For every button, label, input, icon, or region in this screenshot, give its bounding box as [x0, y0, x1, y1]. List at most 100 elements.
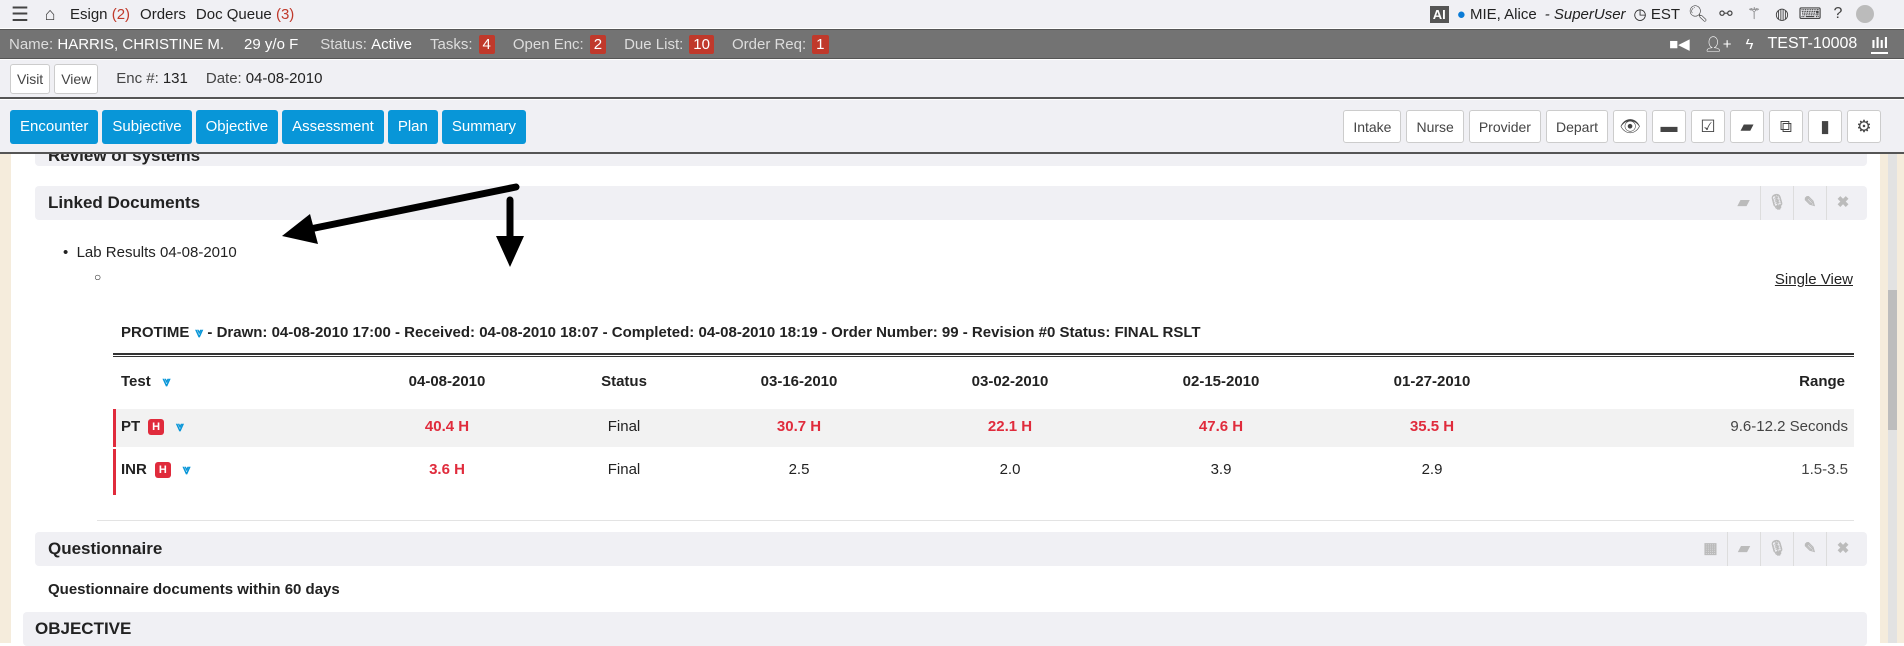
tab-encounter[interactable]: Encounter: [10, 110, 99, 144]
close-icon[interactable]: ✖: [1826, 186, 1859, 220]
objective-header[interactable]: OBJECTIVE: [23, 612, 1867, 646]
patient-status: Active: [371, 35, 412, 53]
user-menu[interactable]: ● MIE, Alice: [1457, 6, 1537, 23]
questionnaire-header[interactable]: Questionnaire ▦ ▰ 🎙︎ ✎ ✖: [35, 532, 1867, 566]
doc-queue-link[interactable]: Doc Queue (3): [196, 6, 294, 23]
scrollbar-thumb[interactable]: [1888, 290, 1897, 430]
header-date-3: 03-02-2010: [971, 373, 1049, 390]
chevron-double-down-icon[interactable]: ⩔: [176, 418, 185, 434]
chevron-double-down-icon[interactable]: ⩔: [182, 461, 191, 477]
value-date-4: 3.9: [1210, 461, 1232, 478]
microphone-icon[interactable]: 🎙︎: [1760, 532, 1793, 566]
order-req-badge[interactable]: 1: [812, 34, 829, 54]
header-status: Status: [601, 373, 647, 390]
doc-queue-label: Doc Queue: [195, 5, 272, 23]
annotation-arrow-left: [282, 183, 520, 244]
add-user-icon[interactable]: 👤︎+: [1703, 36, 1732, 53]
book-icon[interactable]: ▰: [1737, 194, 1750, 211]
chart-icon[interactable]: ılıl: [1871, 34, 1888, 54]
archive-icon[interactable]: ▬: [1652, 110, 1686, 143]
tab-plan[interactable]: Plan: [387, 110, 438, 144]
test-id: TEST-10008: [1767, 35, 1858, 52]
bookmark-icon[interactable]: ▮: [1808, 110, 1842, 143]
copy-icon[interactable]: ⧉: [1769, 110, 1803, 143]
tab-row: Encounter Subjective Objective Assessment Pl…: [0, 100, 1904, 154]
chevron-double-down-icon[interactable]: ⩔: [162, 373, 171, 389]
tab-summary[interactable]: Summary: [441, 110, 527, 144]
enc-date: 04-08-2010: [245, 70, 323, 87]
globe-icon[interactable]: ◍: [1775, 6, 1789, 23]
magic-wand-icon[interactable]: ⚚: [1746, 6, 1762, 23]
lightning-icon[interactable]: ϟ: [1745, 35, 1754, 53]
doc-queue-count: (3): [275, 5, 295, 23]
status-dot-icon: [1856, 5, 1874, 23]
tab-assessment[interactable]: Assessment: [282, 110, 384, 144]
grid-icon[interactable]: ▦: [1703, 540, 1718, 557]
high-flag-badge: H: [148, 419, 165, 436]
timezone[interactable]: ◷ EST: [1634, 5, 1680, 23]
book-icon[interactable]: ▰: [1727, 532, 1760, 566]
questionnaire-title: Questionnaire: [48, 539, 163, 558]
keyboard-icon[interactable]: ⌨: [1798, 6, 1822, 23]
link-icon[interactable]: ⚯: [1719, 6, 1733, 23]
ai-button[interactable]: AI: [1429, 5, 1449, 23]
date-label: Date:: [205, 70, 242, 87]
orders-link[interactable]: Orders: [140, 5, 186, 23]
tab-subjective[interactable]: Subjective: [102, 110, 192, 144]
tab-objective[interactable]: Objective: [195, 110, 279, 144]
chevron-double-down-icon[interactable]: ⩔: [195, 324, 204, 340]
value-date-3: 2.0: [999, 461, 1021, 478]
lab-results-table: Test ⩔ 04-08-2010 Status 03-16-2010 03-02-201…: [113, 366, 1854, 496]
open-enc-label: Open Enc:: [512, 35, 584, 53]
intake-button[interactable]: Intake: [1343, 110, 1402, 143]
header-date-1: 04-08-2010: [408, 373, 486, 390]
provider-button[interactable]: Provider: [1468, 110, 1541, 143]
view-button[interactable]: View: [54, 63, 99, 94]
top-nav: ☰ ⌂ Esign (2) Orders Doc Queue (3) AI ● …: [0, 0, 1904, 28]
patient-name[interactable]: HARRIS, CHRISTINE M.: [57, 35, 225, 53]
depart-button[interactable]: Depart: [1545, 110, 1608, 143]
sub-bullet: ○: [94, 270, 102, 284]
video-icon[interactable]: ■◀: [1669, 36, 1690, 53]
gears-icon[interactable]: ⚙: [1847, 110, 1881, 143]
home-icon[interactable]: ⌂: [44, 3, 56, 24]
value-date-2: 2.5: [788, 461, 810, 478]
open-enc-badge[interactable]: 2: [589, 34, 607, 54]
linked-item[interactable]: • Lab Results 04-08-2010: [63, 244, 237, 261]
clock-icon: ◷: [1633, 6, 1647, 23]
tasks-badge[interactable]: 4: [478, 34, 495, 54]
book-icon[interactable]: ▰: [1730, 110, 1764, 143]
header-date-5: 01-27-2010: [1393, 373, 1471, 390]
hamburger-menu-icon[interactable]: ☰: [11, 3, 29, 26]
single-view-link[interactable]: Single View: [1774, 271, 1853, 288]
enc-label: Enc #:: [116, 70, 159, 87]
value-date-1: 3.6 H: [429, 461, 465, 478]
microphone-icon[interactable]: 🎙︎: [1760, 186, 1793, 220]
table-header-row: Test ⩔ 04-08-2010 Status 03-16-2010 03-02-201…: [113, 366, 1854, 406]
close-icon[interactable]: ✖: [1826, 532, 1859, 566]
search-icon[interactable]: 🔍︎: [1687, 6, 1709, 23]
value-date-4: 47.6 H: [1198, 418, 1244, 435]
divider: [97, 520, 1854, 521]
pencil-icon[interactable]: ✎: [1793, 186, 1826, 220]
help-icon[interactable]: ?: [1833, 5, 1843, 22]
due-list-badge[interactable]: 10: [689, 34, 714, 54]
pencil-icon[interactable]: ✎: [1793, 532, 1826, 566]
calendar-check-icon[interactable]: ☑: [1691, 110, 1725, 143]
esign-link[interactable]: Esign (2): [70, 6, 130, 23]
visit-button[interactable]: Visit: [10, 63, 51, 94]
test-name-cell: PT H ⩔: [121, 418, 185, 436]
left-margin: [0, 154, 11, 643]
eye-icon[interactable]: 👁︎: [1613, 110, 1647, 143]
status-label: Status:: [320, 35, 367, 53]
table-row[interactable]: INR H ⩔ 3.6 H Final 2.5 2.0 3.9 2.9 1.5-3.5: [113, 449, 1854, 495]
test-name: INR: [121, 461, 147, 478]
value-range: 9.6-12.2 Seconds: [1730, 418, 1848, 435]
table-row[interactable]: PT H ⩔ 40.4 H Final 30.7 H 22.1 H 47.6 H 35.5 H 9…: [113, 409, 1854, 447]
table-top-rule: [113, 353, 1854, 357]
nurse-button[interactable]: Nurse: [1406, 110, 1464, 143]
linked-documents-header[interactable]: Linked Documents ▰ 🎙︎ ✎ ✖: [35, 186, 1867, 220]
value-status: Final: [607, 418, 641, 435]
questionnaire-note: Questionnaire documents within 60 days: [48, 581, 340, 598]
